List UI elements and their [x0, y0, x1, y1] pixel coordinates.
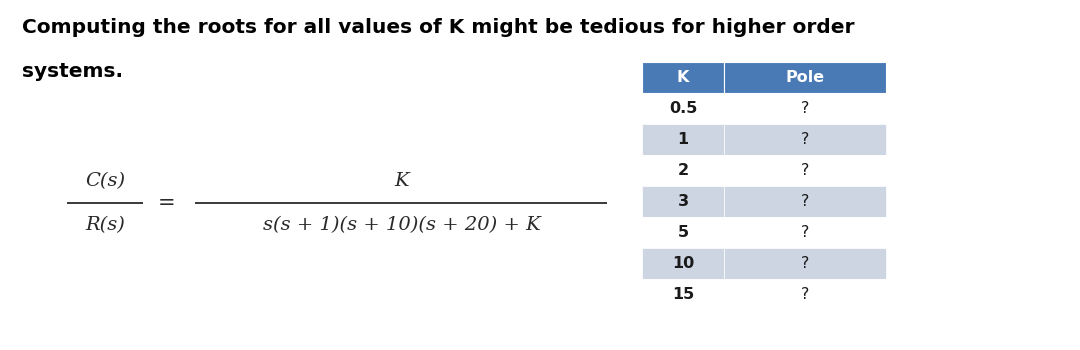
- Text: K: K: [677, 70, 689, 85]
- Bar: [642, 155, 724, 186]
- Text: K: K: [394, 172, 409, 190]
- Bar: [642, 186, 724, 217]
- Text: ?: ?: [800, 132, 809, 147]
- Text: C(s): C(s): [85, 172, 125, 190]
- Text: 0.5: 0.5: [669, 101, 698, 116]
- Text: ?: ?: [800, 287, 809, 302]
- Text: ?: ?: [800, 163, 809, 178]
- Text: 1: 1: [677, 132, 689, 147]
- Bar: [642, 217, 724, 248]
- Text: systems.: systems.: [22, 62, 123, 81]
- Bar: [724, 124, 886, 155]
- Text: ?: ?: [800, 194, 809, 209]
- Text: ?: ?: [800, 225, 809, 240]
- Bar: [724, 186, 886, 217]
- Text: =: =: [158, 193, 176, 213]
- Text: 15: 15: [672, 287, 694, 302]
- Bar: [642, 279, 724, 310]
- Bar: [724, 93, 886, 124]
- Text: ?: ?: [800, 256, 809, 271]
- Text: 10: 10: [672, 256, 694, 271]
- Text: Pole: Pole: [785, 70, 824, 85]
- Text: 2: 2: [677, 163, 689, 178]
- Bar: [642, 248, 724, 279]
- Text: 5: 5: [677, 225, 689, 240]
- Text: s(s + 1)(s + 10)(s + 20) + K: s(s + 1)(s + 10)(s + 20) + K: [264, 216, 541, 234]
- Bar: [724, 155, 886, 186]
- Bar: [724, 62, 886, 93]
- Text: ?: ?: [800, 101, 809, 116]
- Text: R(s): R(s): [85, 216, 125, 234]
- Bar: [724, 248, 886, 279]
- Bar: [642, 93, 724, 124]
- Bar: [642, 124, 724, 155]
- Bar: [724, 279, 886, 310]
- Text: Computing the roots for all values of K might be tedious for higher order: Computing the roots for all values of K …: [22, 18, 854, 37]
- Bar: [642, 62, 724, 93]
- Text: 3: 3: [677, 194, 689, 209]
- Bar: [724, 217, 886, 248]
